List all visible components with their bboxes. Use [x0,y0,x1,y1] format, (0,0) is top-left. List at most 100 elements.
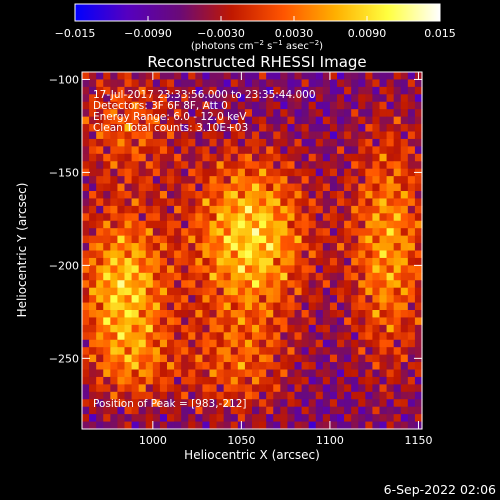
heatmap-cell [181,79,189,88]
heatmap-cell [358,317,366,326]
heatmap-cell [230,138,239,147]
heatmap-cell [237,124,246,133]
heatmap-cell [329,124,338,133]
heatmap-cell [244,243,253,252]
heatmap-cell [379,213,388,222]
heatmap-cell [216,250,225,259]
heatmap-cell [287,302,296,311]
heatmap-cell [117,191,126,200]
heatmap-cell [202,369,211,378]
heatmap-cell [414,124,423,133]
heatmap-cell [407,86,416,95]
heatmap-cell [174,250,182,259]
heatmap-cell [110,168,119,177]
heatmap-cell [138,310,147,319]
heatmap-cell [82,347,90,356]
heatmap-cell [82,265,90,274]
heatmap-cell [152,272,161,281]
heatmap-cell [89,257,97,266]
heatmap-cell [145,79,154,88]
heatmap-cell [379,116,388,125]
heatmap-cell [152,153,161,162]
heatmap-cell [145,235,154,244]
heatmap-cell [195,191,204,200]
heatmap-cell [322,116,331,125]
heatmap-cell [400,295,409,304]
heatmap-cell [223,347,232,356]
heatmap-cell [244,94,253,103]
heatmap-cell [124,280,133,289]
heatmap-cell [237,101,246,110]
heatmap-cell [259,332,267,341]
heatmap-cell [351,86,359,95]
heatmap-cell [195,287,204,296]
heatmap-cell [301,399,310,408]
heatmap-cell [273,287,281,296]
heatmap-cell [230,161,239,170]
heatmap-cell [131,399,140,408]
heatmap-cell [259,191,267,200]
heatmap-cell [202,138,211,147]
heatmap-cell [223,161,232,170]
heatmap-cell [337,310,345,319]
heatmap-cell [202,243,211,252]
heatmap-cell [379,161,388,170]
heatmap-cell [230,220,239,229]
heatmap-cell [400,354,409,363]
heatmap-cell [252,257,260,266]
heatmap-cell [244,220,253,229]
heatmap-cell [351,146,359,155]
heatmap-cell [358,265,366,274]
heatmap-cell [230,384,239,393]
heatmap-cell [393,369,402,378]
heatmap-cell [351,362,359,371]
heatmap-cell [244,161,253,170]
heatmap-cell [379,347,388,356]
heatmap-cell [124,302,133,311]
heatmap-cell [294,272,303,281]
heatmap-cell [252,72,260,81]
heatmap-cell [167,317,175,326]
heatmap-cell [117,287,126,296]
heatmap-cell [393,205,402,214]
heatmap-cell [117,250,126,259]
heatmap-cell [294,317,303,326]
heatmap-cell [181,191,189,200]
heatmap-cell [223,138,232,147]
heatmap-cell [259,265,267,274]
heatmap-cell [294,265,303,274]
heatmap-cell [315,295,324,304]
heatmap-cell [308,272,317,281]
heatmap-cell [407,421,416,430]
heatmap-cell [167,124,175,133]
heatmap-cell [244,302,253,311]
heatmap-cell [96,280,104,289]
heatmap-cell [138,257,147,266]
heatmap-cell [358,131,366,140]
heatmap-cell [138,369,147,378]
heatmap-cell [322,109,331,118]
heatmap-cell [308,406,317,415]
heatmap-cell [188,280,196,289]
heatmap-cell [252,161,260,170]
heatmap-cell [159,213,168,222]
heatmap-cell [329,265,338,274]
heatmap-cell [124,220,133,229]
heatmap-cell [209,250,218,259]
heatmap-cell [202,235,211,244]
heatmap-cell [152,168,161,177]
heatmap-cell [386,176,395,185]
heatmap-cell [216,94,225,103]
colorbar: −0.015 −0.0090 −0.0030 0.0030 0.0090 0.015 (p… [55,3,456,52]
heatmap-cell [393,339,402,348]
heatmap-cell [167,347,175,356]
heatmap-cell [110,86,119,95]
heatmap-cell [152,79,161,88]
heatmap-cell [344,213,352,222]
heatmap-cell [216,116,225,125]
heatmap-cell [145,161,154,170]
heatmap-cell [124,347,133,356]
heatmap-cell [117,280,126,289]
heatmap-cell [159,220,168,229]
heatmap-cell [294,138,303,147]
